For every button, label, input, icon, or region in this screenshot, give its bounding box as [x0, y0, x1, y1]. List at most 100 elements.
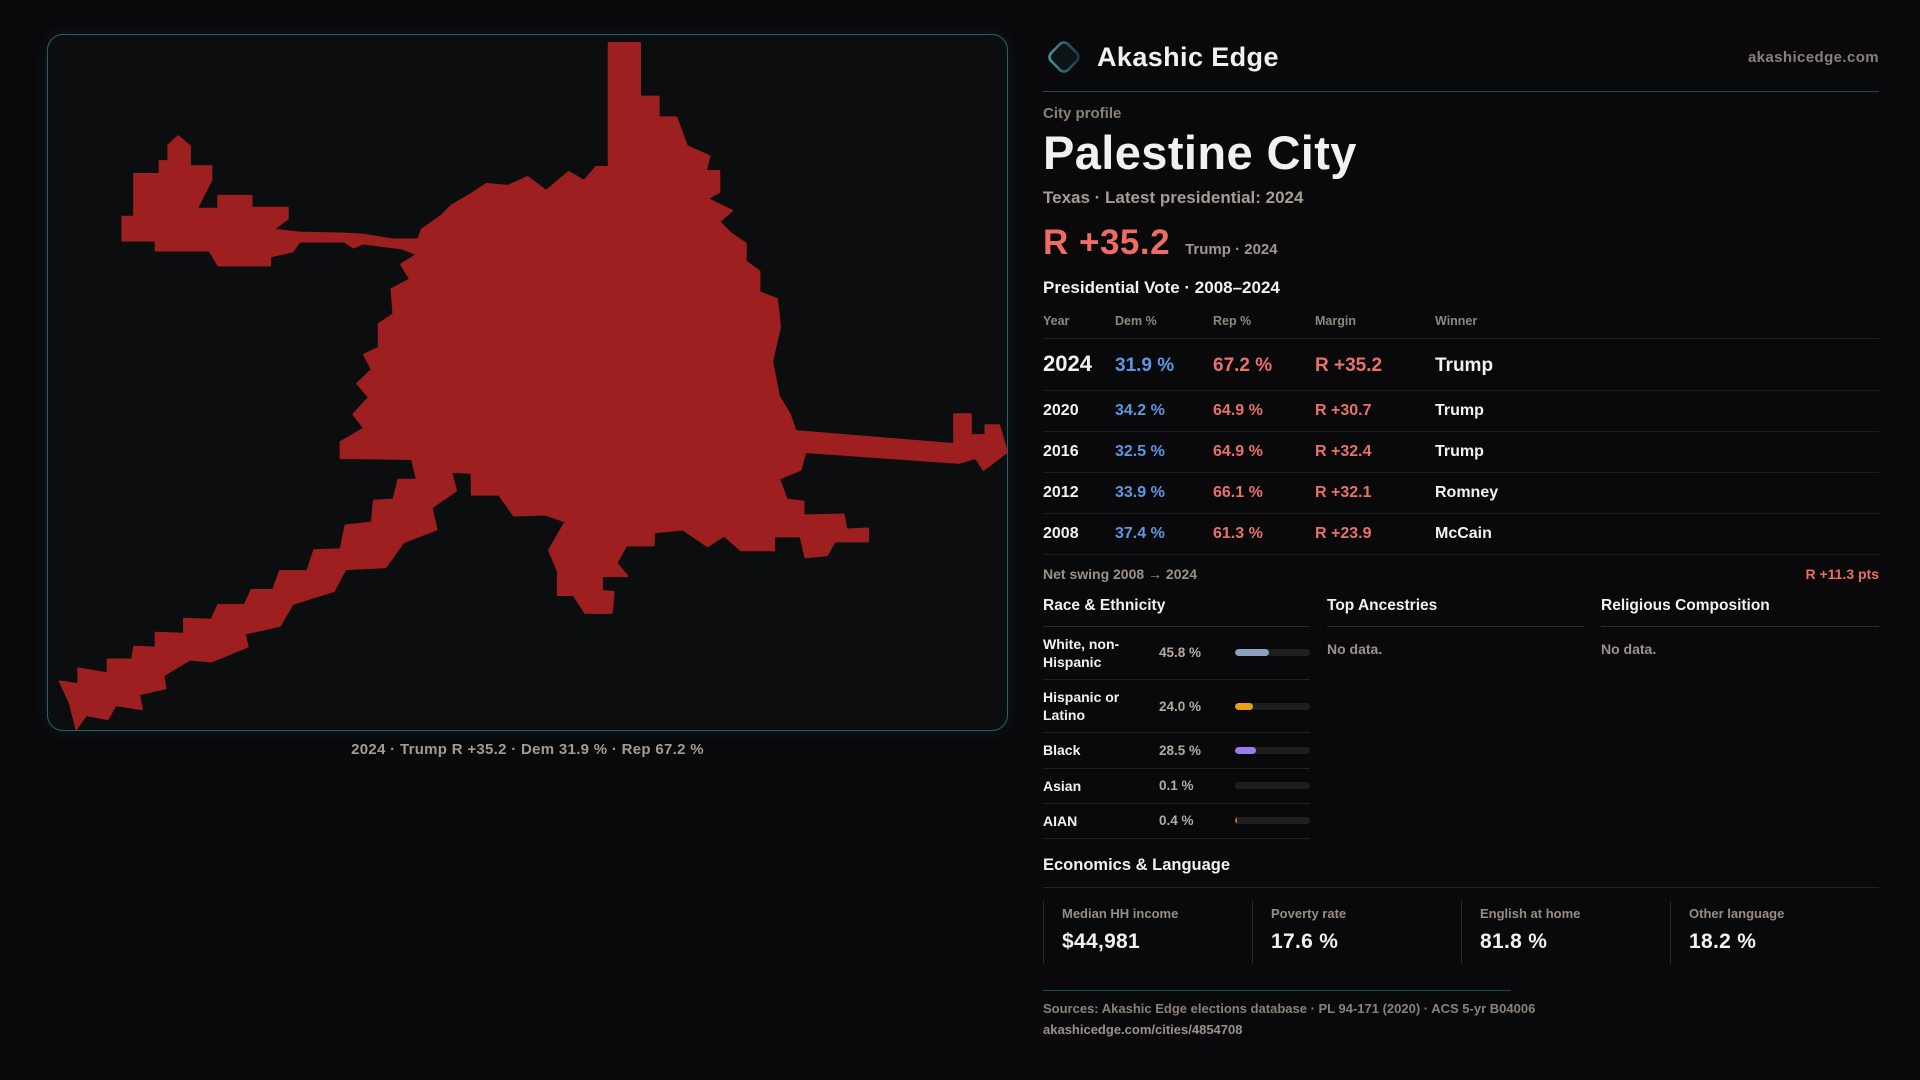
cell-rep: 64.9 %: [1213, 442, 1263, 460]
race-bar: [1235, 817, 1310, 825]
brand-name: Akashic Edge: [1097, 41, 1279, 72]
cell-winner: Trump: [1435, 354, 1494, 376]
race-ethnicity-section: Race & Ethnicity White, non-Hispanic 45.…: [1043, 597, 1310, 839]
page-title: Palestine City: [1043, 126, 1357, 179]
race-label: White, non-Hispanic: [1043, 635, 1120, 670]
race-row: White, non-Hispanic 45.8 %: [1043, 627, 1310, 681]
stat-card: English at home 81.8 %: [1461, 901, 1670, 964]
diamond-logo-icon: [1043, 36, 1085, 78]
vote-table: Year Dem % Rep % Margin Winner 2024 31.9…: [1043, 308, 1879, 555]
cell-margin: R +32.1: [1315, 483, 1372, 501]
race-row: Asian 0.1 %: [1043, 769, 1310, 804]
headline-margin-context: Trump · 2024: [1185, 240, 1278, 258]
profile-panel: Akashic Edge akashicedge.com City profil…: [1043, 36, 1879, 1037]
brand-header: Akashic Edge akashicedge.com: [1043, 36, 1879, 92]
religion-empty-state: No data.: [1601, 640, 1657, 657]
ancestries-section-title: Top Ancestries: [1327, 597, 1584, 627]
race-value: 0.4 %: [1159, 813, 1194, 829]
race-row: Hispanic or Latino 24.0 %: [1043, 680, 1310, 734]
brand-domain[interactable]: akashicedge.com: [1747, 48, 1879, 66]
race-row: Black 28.5 %: [1043, 733, 1310, 769]
cell-winner: Trump: [1435, 401, 1484, 419]
economics-section-title: Economics & Language: [1043, 856, 1879, 888]
table-row[interactable]: 2008 37.4 % 61.3 % R +23.9 McCain: [1043, 514, 1879, 555]
footer-sources: Sources: Akashic Edge elections database…: [1043, 1001, 1536, 1016]
religion-section-title: Religious Composition: [1601, 597, 1879, 627]
stat-value: $44,981: [1062, 930, 1141, 953]
col-dem: Dem %: [1115, 313, 1157, 328]
cell-rep: 61.3 %: [1213, 524, 1263, 542]
stat-card: Other language 18.2 %: [1670, 901, 1879, 964]
col-rep: Rep %: [1213, 313, 1252, 328]
stat-label: Other language: [1689, 906, 1785, 921]
vote-table-title: Presidential Vote · 2008–2024: [1043, 277, 1280, 297]
stat-value: 17.6 %: [1271, 930, 1339, 953]
net-swing-row: Net swing 2008 → 2024 R +11.3 pts: [1043, 555, 1879, 595]
cell-margin: R +32.4: [1315, 442, 1372, 460]
race-row: AIAN 0.4 %: [1043, 804, 1310, 839]
race-label: Hispanic or Latino: [1043, 689, 1120, 724]
cell-year: 2008: [1043, 524, 1079, 542]
headline-metric: R +35.2 Trump · 2024: [1043, 223, 1879, 263]
stat-card: Median HH income $44,981: [1043, 901, 1252, 964]
race-label: Asian: [1043, 777, 1082, 794]
race-value: 24.0 %: [1159, 698, 1202, 714]
ancestries-empty-state: No data.: [1327, 640, 1383, 657]
cell-dem: 31.9 %: [1115, 354, 1175, 376]
race-bar: [1235, 702, 1310, 710]
page-kicker: City profile: [1043, 105, 1122, 122]
city-boundary-map: [58, 41, 1007, 730]
table-row[interactable]: 2012 33.9 % 66.1 % R +32.1 Romney: [1043, 473, 1879, 514]
race-bar: [1235, 782, 1310, 790]
city-map-panel[interactable]: [47, 34, 1008, 731]
race-label: Black: [1043, 742, 1081, 759]
map-caption: 2024 · Trump R +35.2 · Dem 31.9 % · Rep …: [351, 741, 704, 758]
race-value: 45.8 %: [1159, 645, 1202, 661]
economics-stats: Median HH income $44,981 Poverty rate 17…: [1043, 901, 1879, 964]
cell-margin: R +30.7: [1315, 401, 1372, 419]
cell-dem: 33.9 %: [1115, 483, 1165, 501]
cell-year: 2024: [1043, 350, 1092, 376]
page-subtitle: Texas · Latest presidential: 2024: [1043, 187, 1304, 207]
footer-permalink[interactable]: akashicedge.com/cities/4854708: [1043, 1022, 1243, 1037]
cell-dem: 37.4 %: [1115, 524, 1165, 542]
cell-dem: 32.5 %: [1115, 442, 1165, 460]
cell-rep: 64.9 %: [1213, 401, 1263, 419]
stat-label: Median HH income: [1062, 906, 1179, 921]
religion-section: Religious Composition No data.: [1601, 597, 1879, 839]
cell-dem: 34.2 %: [1115, 401, 1165, 419]
ancestries-section: Top Ancestries No data.: [1327, 597, 1584, 839]
cell-winner: Trump: [1435, 442, 1484, 460]
race-section-title: Race & Ethnicity: [1043, 597, 1310, 627]
cell-rep: 66.1 %: [1213, 483, 1263, 501]
stat-label: English at home: [1480, 906, 1581, 921]
stat-label: Poverty rate: [1271, 906, 1347, 921]
table-row[interactable]: 2024 31.9 % 67.2 % R +35.2 Trump: [1043, 339, 1879, 391]
cell-rep: 67.2 %: [1213, 354, 1273, 376]
race-bar: [1235, 649, 1310, 657]
net-swing-value: R +11.3 pts: [1805, 565, 1879, 582]
race-bar: [1235, 747, 1310, 755]
cell-year: 2020: [1043, 401, 1079, 419]
col-winner: Winner: [1435, 313, 1478, 328]
stat-card: Poverty rate 17.6 %: [1252, 901, 1461, 964]
col-margin: Margin: [1315, 313, 1356, 328]
cell-year: 2016: [1043, 442, 1079, 460]
cell-margin: R +23.9: [1315, 524, 1372, 542]
vote-table-header: Year Dem % Rep % Margin Winner: [1043, 308, 1879, 339]
table-row[interactable]: 2016 32.5 % 64.9 % R +32.4 Trump: [1043, 432, 1879, 473]
race-value: 0.1 %: [1159, 778, 1194, 794]
footer: Sources: Akashic Edge elections database…: [1043, 990, 1879, 1037]
cell-winner: McCain: [1435, 524, 1492, 542]
race-value: 28.5 %: [1159, 743, 1202, 759]
city-boundary-shape: [58, 41, 1007, 730]
cell-year: 2012: [1043, 483, 1079, 501]
cell-margin: R +35.2: [1315, 354, 1383, 376]
stat-value: 18.2 %: [1689, 930, 1757, 953]
race-label: AIAN: [1043, 812, 1078, 829]
table-row[interactable]: 2020 34.2 % 64.9 % R +30.7 Trump: [1043, 391, 1879, 432]
stat-value: 81.8 %: [1480, 930, 1548, 953]
cell-winner: Romney: [1435, 483, 1499, 501]
headline-margin-value: R +35.2: [1043, 222, 1171, 262]
net-swing-label: Net swing 2008 → 2024: [1043, 565, 1198, 582]
